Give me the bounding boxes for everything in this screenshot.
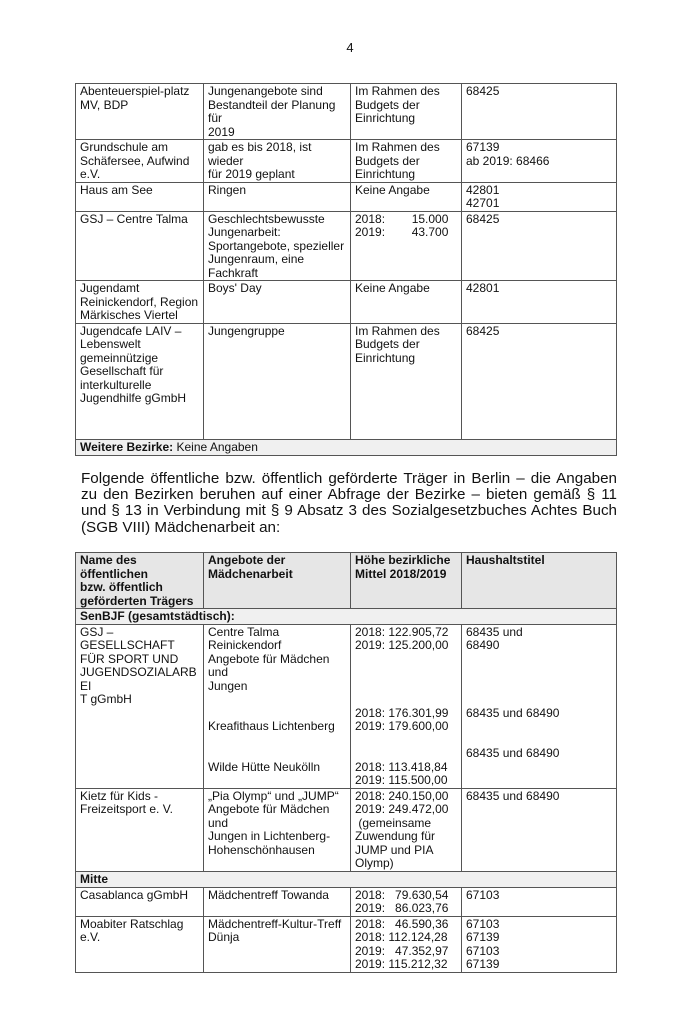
header-traeger: Name des öffentlichen bzw. öffentlich ge…: [75, 552, 204, 610]
cell-mittel: Keine Angabe: [350, 181, 462, 212]
table-maedchenarbeit: Name des öffentlichen bzw. öffentlich ge…: [75, 552, 617, 973]
table-row: GSJ – Centre Talma Geschlechtsbewusste Ju…: [75, 210, 617, 281]
header-angebote: Angebote der Mädchenarbeit: [203, 552, 351, 610]
cell-titel: 68425: [461, 210, 617, 281]
cell-mittel: 2018: 79.630,54 2019: 86.023,76: [350, 886, 462, 917]
cell-angebot: Mädchentreff-Kultur-Treff Dünja: [203, 915, 351, 973]
section-row-senbjf: SenBJF (gesamtstädtisch):: [75, 608, 617, 625]
cell-titel: 68425: [461, 322, 617, 440]
cell-mittel: Im Rahmen des Budgets der Einrichtung: [350, 83, 462, 140]
cell-traeger: Grundschule am Schäfersee, Aufwind e.V.: [75, 139, 204, 183]
cell-angebot: Jungenangebote sind Bestandteil der Plan…: [203, 83, 351, 140]
cell-traeger: GSJ – Centre Talma: [75, 210, 204, 281]
table-jungenarbeit: Abenteuerspiel-platz MV, BDP Jungenangebo…: [75, 83, 617, 456]
table-row: Moabiter Ratschlag e.V. Mädchentreff-Kult…: [75, 915, 617, 973]
cell-angebot: Centre Talma Reinickendorf Angebote für …: [203, 623, 351, 789]
cell-titel: 67139 ab 2019: 68466: [461, 139, 617, 183]
cell-angebot: „Pia Olymp“ und „JUMP“ Angebote für Mädc…: [203, 787, 351, 872]
cell-titel: 67103: [461, 886, 617, 917]
cell-titel: 68435 und 68490: [461, 787, 617, 872]
footer-value: Keine Angaben: [173, 439, 258, 454]
table-header-row: Name des öffentlichen bzw. öffentlich ge…: [75, 552, 617, 610]
cell-mittel: Im Rahmen des Budgets der Einrichtung: [350, 322, 462, 440]
table-footer-row: Weitere Bezirke: Keine Angaben: [75, 438, 617, 456]
cell-mittel: Im Rahmen des Budgets der Einrichtung: [350, 139, 462, 183]
weitere-bezirke: Weitere Bezirke: Keine Angaben: [75, 438, 617, 456]
table-row: Jugendcafe LAIV – Lebenswelt gemeinnützi…: [75, 322, 617, 440]
cell-mittel: Keine Angabe: [350, 280, 462, 324]
table-row: Kietz für Kids - Freizeitsport e. V. „Pia…: [75, 787, 617, 872]
cell-titel: 67103 67139 67103 67139: [461, 915, 617, 973]
cell-titel: 42801: [461, 280, 617, 324]
cell-traeger: Jugendcafe LAIV – Lebenswelt gemeinnützi…: [75, 322, 204, 440]
cell-traeger: Casablanca gGmbH: [75, 886, 204, 917]
cell-titel: 68435 und 68490 68435 und 68490 68435 un…: [461, 623, 617, 789]
cell-angebot: Jungengruppe: [203, 322, 351, 440]
cell-angebot: Geschlechtsbewusste Jungenarbeit: Sporta…: [203, 210, 351, 281]
table-row: Haus am See Ringen Keine Angabe 42801 42701: [75, 181, 617, 212]
section-label: Mitte: [75, 870, 617, 888]
page-content: 4 Abenteuerspiel-platz MV, BDP Jungenange…: [75, 40, 617, 973]
cell-traeger: Moabiter Ratschlag e.V.: [75, 915, 204, 973]
cell-traeger: Haus am See: [75, 181, 204, 212]
table-row: GSJ – GESELLSCHAFT FÜR SPORT UND JUGENDS…: [75, 623, 617, 789]
section-label: SenBJF (gesamtstädtisch):: [75, 608, 617, 625]
cell-angebot: Ringen: [203, 181, 351, 212]
table-row: Casablanca gGmbH Mädchentreff Towanda 2018…: [75, 886, 617, 917]
cell-angebot: Mädchentreff Towanda: [203, 886, 351, 917]
cell-titel: 68425: [461, 83, 617, 140]
cell-angebot: Boys' Day: [203, 280, 351, 324]
section-row-mitte: Mitte: [75, 870, 617, 888]
page-number: 4: [346, 40, 354, 55]
cell-mittel: 2018: 240.150,00 2019: 249.472,00 (gemei…: [350, 787, 462, 872]
cell-titel: 42801 42701: [461, 181, 617, 212]
cell-traeger: GSJ – GESELLSCHAFT FÜR SPORT UND JUGENDS…: [75, 623, 204, 789]
cell-angebot: gab es bis 2018, ist wieder für 2019 gep…: [203, 139, 351, 183]
cell-mittel: 2018: 15.000 2019: 43.700: [350, 210, 462, 281]
cell-mittel: 2018: 122.905,72 2019: 125.200,00 2018: …: [350, 623, 462, 789]
table-row: Jugendamt Reinickendorf, Region Märkisch…: [75, 280, 617, 324]
header-haushaltstitel: Haushaltstitel: [461, 552, 617, 610]
cell-traeger: Kietz für Kids - Freizeitsport e. V.: [75, 787, 204, 872]
intro-paragraph: Folgende öffentliche bzw. öffentlich gef…: [81, 469, 617, 536]
table-row: Abenteuerspiel-platz MV, BDP Jungenangebo…: [75, 83, 617, 140]
footer-label: Weitere Bezirke:: [80, 439, 174, 454]
cell-traeger: Abenteuerspiel-platz MV, BDP: [75, 83, 204, 140]
cell-traeger: Jugendamt Reinickendorf, Region Märkisch…: [75, 280, 204, 324]
table-row: Grundschule am Schäfersee, Aufwind e.V. g…: [75, 139, 617, 183]
cell-mittel: 2018: 46.590,36 2018: 112.124,28 2019: 4…: [350, 915, 462, 973]
header-mittel: Höhe bezirkliche Mittel 2018/2019: [350, 552, 462, 610]
